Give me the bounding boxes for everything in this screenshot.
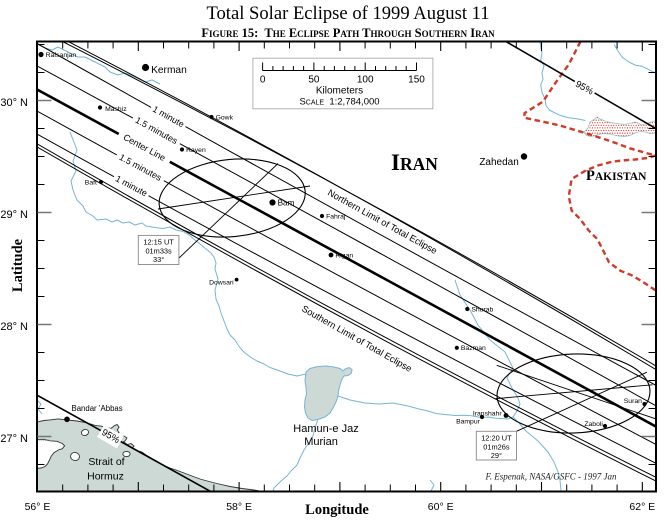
svg-text:Fahraj: Fahraj <box>326 213 346 220</box>
svg-text:Murian: Murian <box>304 436 338 448</box>
svg-text:Latitude: Latitude <box>10 238 26 292</box>
svg-text:Hormuz: Hormuz <box>87 471 124 483</box>
svg-text:27° N: 27° N <box>0 433 28 445</box>
svg-text:Bam: Bam <box>278 198 295 207</box>
svg-text:Longitude: Longitude <box>305 502 369 518</box>
svg-text:Figure 15: The Eclipse Path T: Figure 15: The Eclipse Path Through Sout… <box>201 26 495 40</box>
svg-text:56° E: 56° E <box>25 501 51 513</box>
svg-text:Rigan: Rigan <box>335 252 353 259</box>
svg-text:150: 150 <box>408 75 425 86</box>
svg-text:Bandar ’Abbas: Bandar ’Abbas <box>72 404 123 413</box>
svg-text:Zaboli: Zaboli <box>584 421 603 428</box>
svg-text:01m33s: 01m33s <box>145 247 172 256</box>
svg-text:100: 100 <box>357 75 374 86</box>
svg-text:28° N: 28° N <box>0 321 28 333</box>
svg-text:Zahedan: Zahedan <box>479 157 518 168</box>
svg-text:Strait of: Strait of <box>88 456 124 468</box>
svg-text:Rayen: Rayen <box>186 147 206 154</box>
svg-text:PAKISTAN: PAKISTAN <box>586 168 647 184</box>
svg-text:0: 0 <box>260 75 266 86</box>
svg-text:Bampur: Bampur <box>456 418 481 425</box>
svg-text:Bazman: Bazman <box>461 345 486 352</box>
svg-text:Baft: Baft <box>85 179 97 186</box>
svg-text:12:15 UT: 12:15 UT <box>143 238 174 247</box>
svg-text:62° E: 62° E <box>629 501 655 513</box>
svg-text:Scale 1:2,784,000: Scale 1:2,784,000 <box>299 97 379 108</box>
svg-text:Mashiz: Mashiz <box>105 106 127 113</box>
svg-text:50: 50 <box>308 75 320 86</box>
svg-text:Iranshahr: Iranshahr <box>473 410 502 417</box>
svg-text:12:20 UT: 12:20 UT <box>481 434 512 443</box>
svg-text:29° N: 29° N <box>0 209 28 221</box>
svg-text:58° E: 58° E <box>226 501 252 513</box>
svg-text:Gowk: Gowk <box>216 114 234 121</box>
svg-text:Total Solar Eclipse of 1999 Au: Total Solar Eclipse of 1999 August 11 <box>206 3 489 24</box>
svg-text:IRAN: IRAN <box>391 150 438 175</box>
svg-text:01m26s: 01m26s <box>483 443 510 452</box>
svg-text:33°: 33° <box>153 255 164 264</box>
svg-text:29°: 29° <box>491 451 502 460</box>
svg-text:Kilometers: Kilometers <box>316 86 363 97</box>
svg-text:Dowsari: Dowsari <box>209 279 234 286</box>
svg-text:60° E: 60° E <box>428 501 454 513</box>
svg-text:Suran: Suran <box>624 398 642 405</box>
svg-text:Hamun-e Jaz: Hamun-e Jaz <box>293 423 358 435</box>
svg-text:Shurab: Shurab <box>471 306 493 313</box>
svg-text:Kerman: Kerman <box>151 65 187 76</box>
svg-text:Rafsanjan: Rafsanjan <box>46 52 77 59</box>
svg-text:30° N: 30° N <box>0 97 28 109</box>
svg-text:F. Espenak, NASA/GSFC - 1997 J: F. Espenak, NASA/GSFC - 1997 Jan <box>484 472 617 482</box>
